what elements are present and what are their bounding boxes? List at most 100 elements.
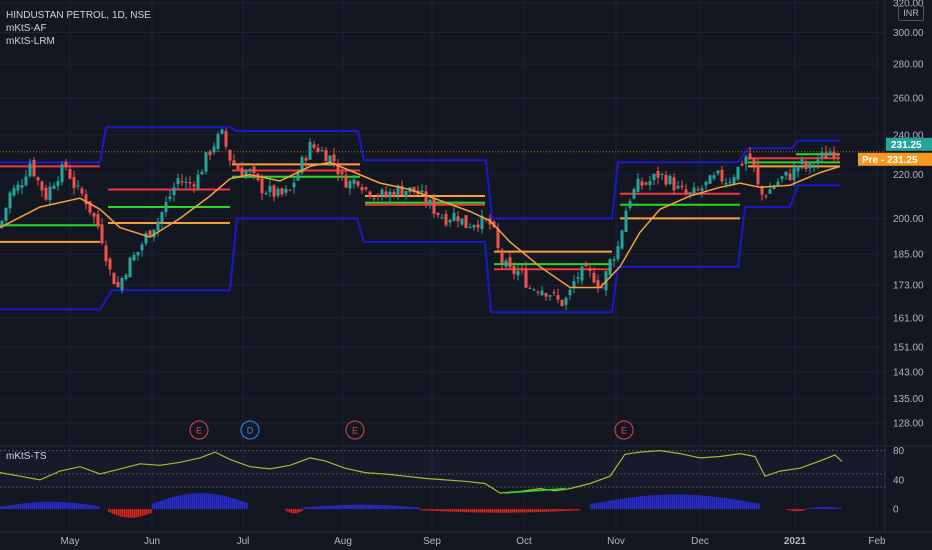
histogram-bar xyxy=(314,506,316,510)
candle-body xyxy=(264,193,268,195)
histogram-bar xyxy=(302,507,304,510)
candle-body xyxy=(80,188,84,194)
indicator-legend-af: mKtS-AF xyxy=(6,23,47,34)
histogram-bar xyxy=(498,509,500,513)
candle-body xyxy=(216,134,220,149)
oscillator-tick-label: 0 xyxy=(893,505,899,516)
histogram-bar xyxy=(32,502,34,510)
candle-body xyxy=(324,150,328,162)
candle-body xyxy=(172,187,176,196)
price-tick-label: 173.00 xyxy=(893,280,924,291)
divergence-line xyxy=(504,487,566,494)
candle-body xyxy=(300,157,304,174)
candle-body xyxy=(776,181,780,186)
candle-body xyxy=(332,154,336,162)
candle-body xyxy=(732,177,736,184)
histogram-bar xyxy=(704,495,706,510)
histogram-bar xyxy=(548,509,550,512)
histogram-bar xyxy=(514,509,516,513)
oscillator-line xyxy=(0,449,843,494)
histogram-bar xyxy=(654,495,656,510)
candle-body xyxy=(536,291,540,293)
histogram-bar xyxy=(504,509,506,513)
histogram-bar xyxy=(456,509,458,512)
histogram-bar xyxy=(610,500,612,510)
histogram-bar xyxy=(2,506,4,510)
candle-body xyxy=(168,196,172,199)
currency-button[interactable]: INR xyxy=(898,5,924,21)
candle-body xyxy=(636,178,640,192)
candle-body xyxy=(164,202,168,213)
candle-body xyxy=(672,177,676,191)
candle-body xyxy=(592,272,596,283)
candle-body xyxy=(276,188,280,196)
histogram-bar xyxy=(158,501,160,510)
histogram-bar xyxy=(54,501,56,510)
histogram-bar xyxy=(502,509,504,513)
histogram-bar xyxy=(616,499,618,510)
candle-body xyxy=(32,160,36,177)
histogram-bar xyxy=(60,501,62,510)
histogram-bar xyxy=(714,496,716,510)
histogram-bar xyxy=(658,494,660,510)
candle-body xyxy=(428,199,432,204)
histogram-bar xyxy=(196,493,198,510)
candle-body xyxy=(392,191,396,197)
histogram-bar xyxy=(756,503,758,510)
candle-body xyxy=(336,164,340,175)
histogram-bar xyxy=(618,499,620,510)
time-tick-label: Sep xyxy=(423,536,441,547)
histogram-bar xyxy=(444,509,446,512)
histogram-bar xyxy=(748,501,750,510)
histogram-bar xyxy=(422,509,424,511)
candle-body xyxy=(788,173,792,181)
price-axis: 320.00 300.00 280.00 260.00 240.00 220.00 200.… xyxy=(893,0,924,429)
candle-body xyxy=(424,191,428,204)
histogram-bar xyxy=(716,497,718,510)
histogram-bar xyxy=(786,509,788,510)
histogram-bar xyxy=(42,501,44,510)
histogram-bar xyxy=(638,496,640,510)
histogram-bar xyxy=(478,509,480,513)
histogram-bar xyxy=(596,502,598,510)
histogram-bar xyxy=(210,493,212,510)
histogram-bar xyxy=(838,507,840,510)
histogram-bar xyxy=(560,509,562,512)
candle-body xyxy=(584,263,588,267)
histogram-bar xyxy=(726,498,728,510)
candle-body xyxy=(184,181,188,183)
candle-body xyxy=(360,187,364,191)
histogram-bar xyxy=(368,504,370,510)
histogram-bar xyxy=(370,504,372,510)
histogram-bar xyxy=(512,509,514,513)
candle-body xyxy=(700,188,704,191)
histogram-bar xyxy=(6,505,8,510)
candle-body xyxy=(136,251,140,256)
histogram-bar xyxy=(134,509,136,518)
histogram-bar xyxy=(378,504,380,510)
histogram-bar xyxy=(360,504,362,510)
histogram-bar xyxy=(718,497,720,510)
histogram-bar xyxy=(402,506,404,510)
candle-body xyxy=(616,245,620,260)
histogram-bar xyxy=(724,498,726,510)
candle-body xyxy=(148,230,152,236)
histogram-bar xyxy=(356,504,358,510)
histogram-bar xyxy=(312,506,314,510)
histogram-bar xyxy=(814,507,816,510)
candle-body xyxy=(676,185,680,189)
histogram-bar xyxy=(558,509,560,512)
histogram-bar xyxy=(180,495,182,510)
histogram-bar xyxy=(318,506,320,510)
candle-body xyxy=(240,167,244,177)
histogram-bar xyxy=(728,498,730,510)
histogram-bar xyxy=(446,509,448,512)
event-marker-label: E xyxy=(196,426,202,436)
histogram-bar xyxy=(644,495,646,510)
histogram-bar xyxy=(458,509,460,512)
candle-body xyxy=(720,169,724,182)
histogram-bar xyxy=(128,509,130,518)
candle-body xyxy=(704,181,708,186)
